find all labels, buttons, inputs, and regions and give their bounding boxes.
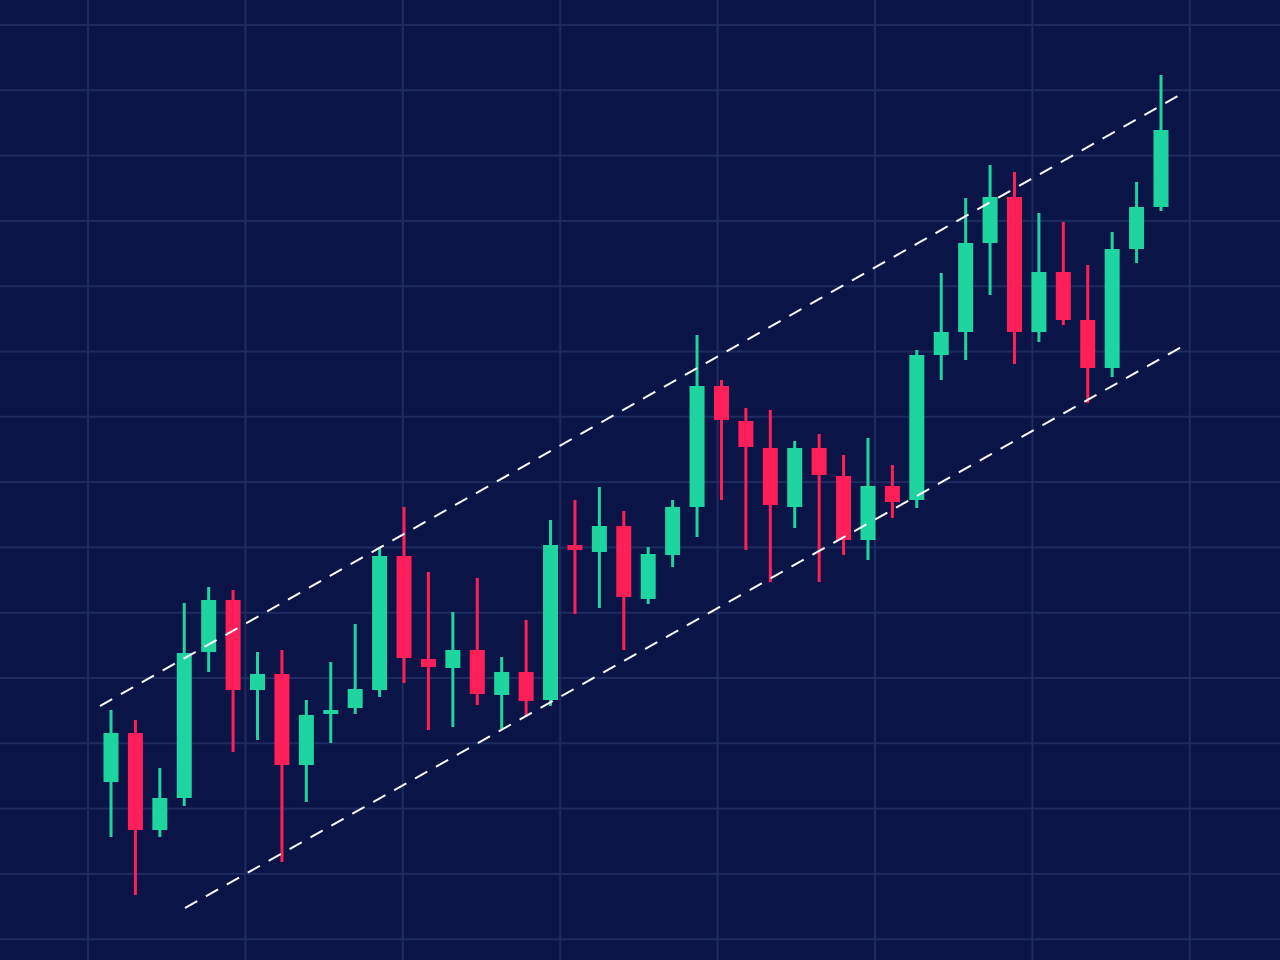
candle-body: [176, 653, 192, 798]
candle-body: [494, 672, 510, 695]
candle-body: [1031, 272, 1047, 332]
candle-body: [811, 448, 827, 475]
candle-body: [567, 545, 583, 550]
candle-body: [1055, 272, 1071, 320]
candle-body: [689, 386, 705, 507]
candle-body: [884, 486, 900, 502]
candle-body: [250, 674, 266, 690]
candle-body: [274, 674, 290, 765]
candle-body: [738, 421, 754, 447]
candle-body: [591, 526, 607, 552]
candle-body: [127, 733, 143, 830]
candle-body: [469, 650, 485, 694]
candles: [103, 75, 1169, 895]
candle-body: [347, 689, 363, 708]
candle-body: [616, 526, 632, 597]
candle-body: [445, 650, 461, 668]
candle-body: [152, 798, 168, 830]
candle-body: [909, 355, 925, 500]
candle-body: [372, 556, 388, 690]
candle-body: [103, 733, 119, 782]
candle-body: [298, 715, 314, 765]
candle-body: [1104, 249, 1120, 368]
candle-body: [860, 486, 876, 540]
candle-body: [1006, 197, 1022, 332]
candle-body: [1080, 320, 1096, 368]
upper-channel-line: [99, 91, 1186, 707]
candle-body: [518, 672, 534, 701]
candle-body: [762, 448, 778, 505]
candle-body: [396, 556, 412, 658]
candle-body: [201, 600, 217, 652]
candle-body: [543, 545, 559, 700]
candle-body: [640, 554, 656, 599]
candle-body: [323, 710, 339, 714]
candle-body: [225, 600, 241, 690]
candle-body: [933, 332, 949, 355]
candle-body: [982, 197, 998, 243]
candle-body: [787, 448, 803, 507]
candle-body: [1153, 130, 1169, 207]
candle-body: [1129, 207, 1145, 249]
candle-body: [420, 659, 436, 667]
candle-body: [713, 386, 729, 420]
candle-body: [836, 476, 852, 540]
candle-body: [665, 507, 681, 555]
candle-body: [958, 243, 974, 332]
